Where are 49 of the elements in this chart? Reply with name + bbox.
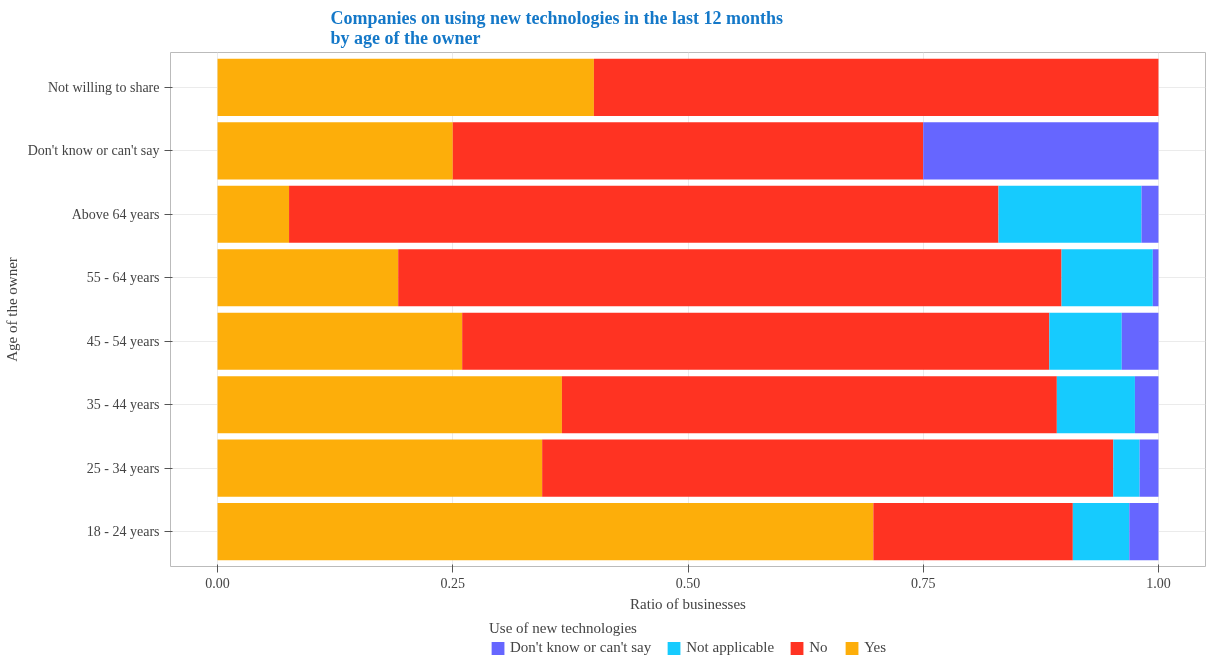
bar xyxy=(1061,249,1153,307)
bar xyxy=(1072,503,1130,561)
bar xyxy=(1049,312,1122,370)
bar xyxy=(1121,312,1159,370)
bar xyxy=(998,185,1142,243)
y-tick-label: Above 64 years xyxy=(71,206,160,222)
bar xyxy=(398,249,1062,307)
y-axis-title: Age of the owner xyxy=(3,257,20,362)
bar xyxy=(923,122,1159,180)
bar xyxy=(452,122,924,180)
legend-title: Use of new technologies xyxy=(489,620,638,637)
bar xyxy=(217,122,453,180)
y-tick-label: Don't know or can't say xyxy=(27,143,160,159)
y-tick-label: 45 - 54 years xyxy=(86,333,160,349)
bar xyxy=(1056,376,1135,434)
x-tick-label: 0.00 xyxy=(205,575,230,591)
x-tick-label: 0.75 xyxy=(910,575,936,591)
x-tick-label: 1.00 xyxy=(1146,575,1171,591)
bar xyxy=(1134,376,1159,434)
x-tick-label: 0.50 xyxy=(675,575,701,591)
bar xyxy=(1141,185,1159,243)
bar xyxy=(217,503,874,561)
x-tick-label: 0.25 xyxy=(440,575,466,591)
y-tick-label: 55 - 64 years xyxy=(86,270,160,286)
bar xyxy=(217,312,463,370)
bar xyxy=(593,58,1159,116)
bar xyxy=(217,58,594,116)
bar xyxy=(1129,503,1159,561)
bar xyxy=(462,312,1050,370)
legend-label: Yes xyxy=(864,639,886,656)
y-tick-label: 25 - 34 years xyxy=(86,460,160,476)
y-tick-label: Not willing to share xyxy=(47,79,160,95)
bar xyxy=(289,185,999,243)
bar xyxy=(217,185,290,243)
legend-label: No xyxy=(809,639,829,656)
bar xyxy=(542,439,1114,497)
y-tick-label: 35 - 44 years xyxy=(86,397,160,413)
bar xyxy=(217,249,399,307)
bar xyxy=(1113,439,1140,497)
y-tick-label: 18 - 24 years xyxy=(86,524,160,540)
bar xyxy=(217,376,562,434)
bar xyxy=(1139,439,1159,497)
chart-title: Companies on using new technologies in the last 12 months by age of the owner xyxy=(330,7,784,48)
legend-label: Don't know or can't say xyxy=(510,639,652,656)
bar xyxy=(873,503,1073,561)
bar xyxy=(217,439,543,497)
legend-label: Not applicable xyxy=(686,639,775,656)
bar xyxy=(561,376,1057,434)
x-axis-title: Ratio of businesses xyxy=(630,595,747,612)
